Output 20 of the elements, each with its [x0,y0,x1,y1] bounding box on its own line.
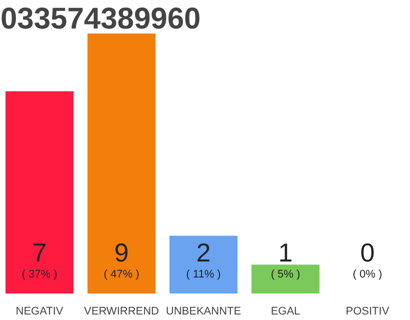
bar [87,34,156,294]
bar [169,236,238,294]
data-label: 0 [360,238,375,268]
annotation: ( 5% ) [270,268,300,280]
annotation: ( 47% ) [104,268,140,280]
x-tick-label: VERWIRREND [84,306,160,318]
data-label: 9 [114,238,129,268]
x-tick-label: UNBEKANNTE [166,306,242,318]
annotation: ( 0% ) [352,268,382,280]
x-tick-label: EGAL [270,306,300,318]
annotation: ( 11% ) [186,268,221,280]
chart-title: 033574389960 [0,2,201,36]
data-label: 7 [32,238,47,268]
annotation: ( 37% ) [22,268,58,280]
data-label: 2 [196,238,211,268]
x-tick-label: POSITIV [346,306,390,318]
bar [6,91,74,294]
data-label: 1 [278,238,293,268]
bar [251,264,320,294]
x-tick-label: NEGATIV [16,306,64,318]
